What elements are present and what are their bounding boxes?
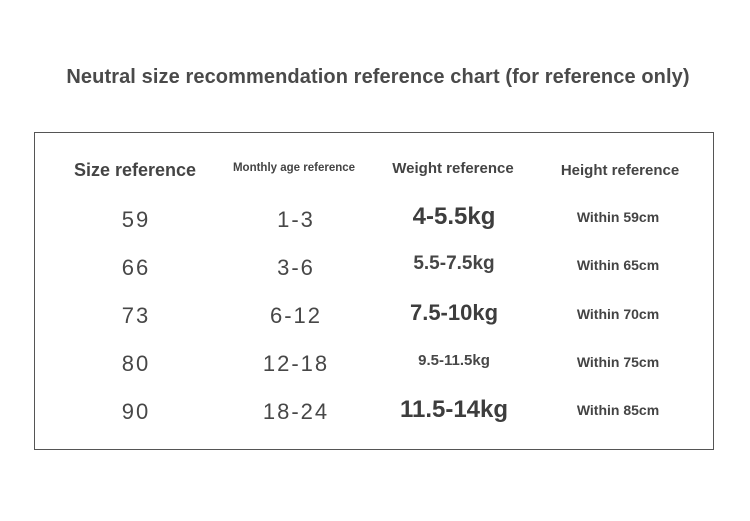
weight-value: 9.5-11.5kg (418, 352, 490, 369)
size-value: 90 (121, 399, 151, 424)
table-border (34, 132, 714, 450)
age-value: 1-3 (277, 207, 315, 232)
size-value: 66 (121, 255, 151, 280)
size-value: 73 (121, 303, 151, 328)
weight-value: 5.5-7.5kg (413, 253, 495, 274)
weight-value: 11.5-14kg (399, 396, 509, 423)
header-height: Height reference (560, 162, 680, 179)
size-value: 59 (121, 207, 151, 232)
size-value: 80 (121, 351, 151, 376)
age-value: 6-12 (269, 303, 323, 328)
height-value: Within 75cm (576, 354, 660, 370)
age-value: 3-6 (277, 255, 315, 280)
age-value: 12-18 (262, 351, 330, 376)
height-value: Within 70cm (576, 306, 660, 322)
weight-value: 7.5-10kg (409, 300, 499, 325)
height-value: Within 85cm (576, 402, 660, 418)
age-value: 18-24 (262, 399, 330, 424)
header-weight: Weight reference (392, 160, 514, 177)
chart-title: Neutral size recommendation reference ch… (66, 66, 690, 88)
height-value: Within 65cm (576, 257, 660, 273)
height-value: Within 59cm (576, 209, 660, 225)
header-size: Size reference (73, 160, 197, 180)
header-age: Monthly age reference (232, 162, 356, 174)
weight-value: 4-5.5kg (412, 203, 496, 230)
